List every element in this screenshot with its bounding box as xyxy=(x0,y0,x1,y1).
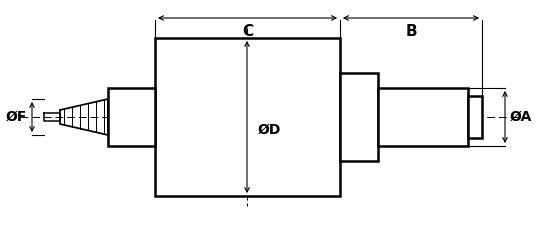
Text: C: C xyxy=(242,24,253,39)
Bar xyxy=(378,88,468,146)
Text: B: B xyxy=(405,24,417,39)
Text: ØA: ØA xyxy=(510,110,533,124)
Bar xyxy=(155,38,340,196)
Bar xyxy=(340,73,378,161)
Bar xyxy=(468,96,482,138)
Text: ØF: ØF xyxy=(6,110,27,124)
Bar xyxy=(108,88,155,146)
Text: ØD: ØD xyxy=(258,123,281,137)
